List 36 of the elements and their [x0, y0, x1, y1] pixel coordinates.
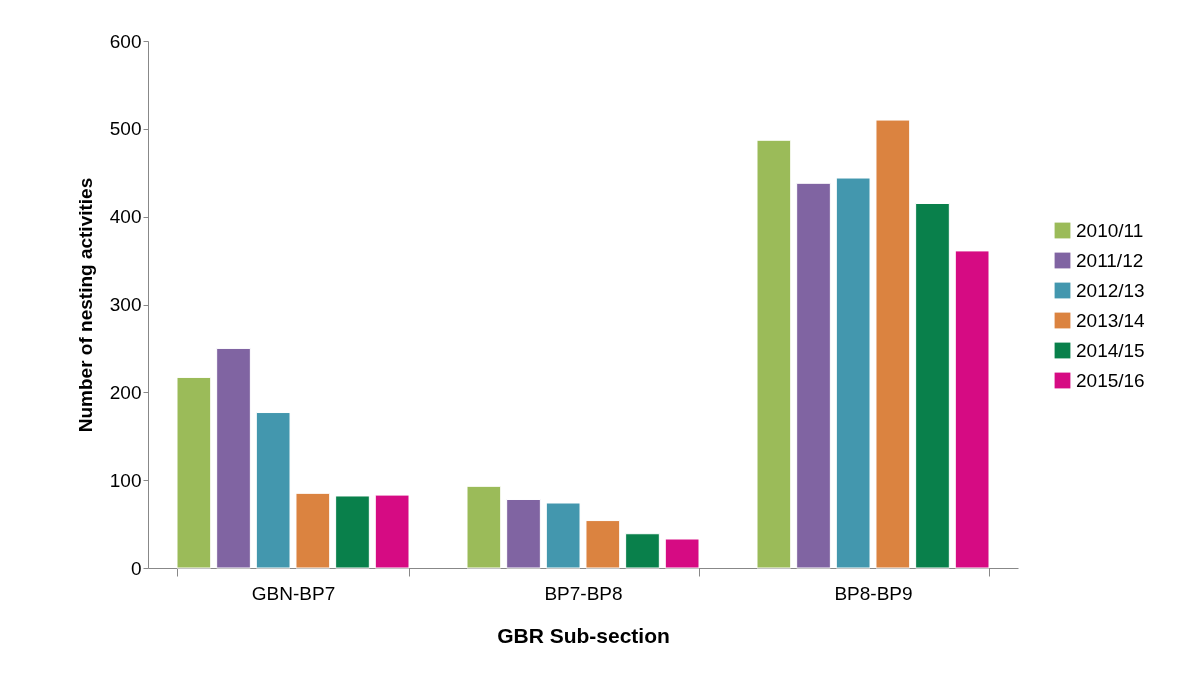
legend-label: 2011/12 [1076, 249, 1144, 271]
y-tick-label: 500 [109, 118, 142, 140]
bar [545, 502, 581, 569]
bar [216, 347, 251, 569]
bar [335, 495, 370, 569]
x-axis-title: GBR Sub-section [497, 623, 670, 647]
y-tick-label: 600 [109, 30, 142, 52]
bar [506, 498, 541, 569]
bar [954, 250, 990, 569]
bar [466, 485, 502, 569]
legend-label: 2015/16 [1076, 369, 1145, 391]
bar [915, 202, 950, 569]
legend-label: 2010/11 [1076, 219, 1144, 241]
bar [176, 376, 212, 569]
x-tick-label: GBN-BP7 [251, 582, 336, 604]
legend-label: 2014/15 [1076, 339, 1145, 361]
bar [295, 492, 331, 569]
x-tick-label: BP7-BP8 [544, 582, 623, 604]
x-tick-label: BP8-BP9 [834, 582, 913, 604]
legend-label: 2012/13 [1076, 279, 1145, 301]
bar [875, 119, 911, 569]
bar [756, 139, 792, 569]
legend-label: 2013/14 [1076, 309, 1146, 331]
y-tick-label: 0 [130, 557, 142, 579]
bar [374, 494, 410, 569]
bar [796, 182, 831, 569]
bar [585, 520, 621, 569]
bar [664, 538, 700, 569]
bar [625, 533, 660, 569]
y-axis-title: Number of nesting activities [74, 177, 96, 433]
y-tick-label: 400 [109, 206, 142, 228]
y-tick-label: 100 [109, 469, 142, 491]
bar [835, 177, 871, 569]
y-tick-label: 200 [109, 381, 142, 403]
bar [255, 412, 291, 569]
y-tick-label: 300 [109, 294, 142, 315]
